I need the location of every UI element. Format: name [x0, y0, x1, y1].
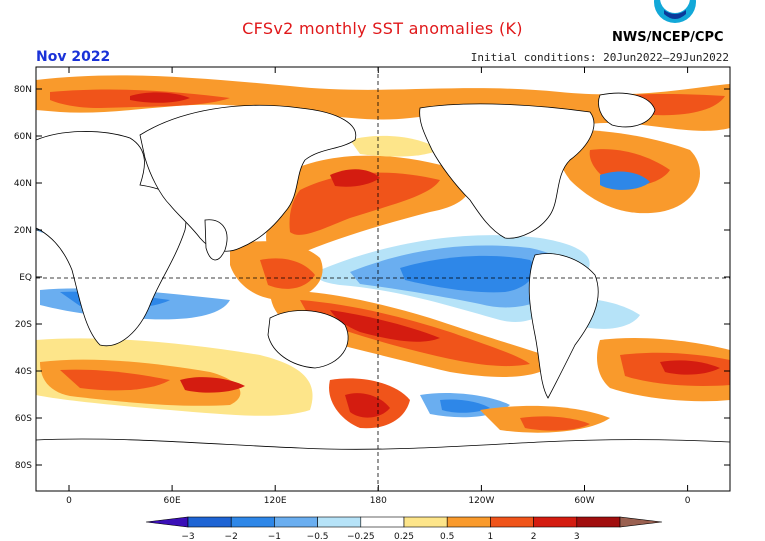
- lat-label-5: 20S: [15, 320, 32, 330]
- lat-label-6: 40S: [15, 367, 32, 377]
- colorbar-tick-3: −0.5: [307, 532, 329, 541]
- colorbar-swatch-2: [230, 516, 275, 528]
- coastlines: [36, 92, 730, 491]
- lat-label-2: 40N: [14, 179, 32, 189]
- lon-label-1: 60E: [164, 496, 181, 506]
- colorbar-min-arrow: [145, 516, 189, 528]
- colorbar: −3 −2 −1 −0.5 −0.25 0.25 0.5 1 2 3: [145, 516, 663, 541]
- colorbar-swatch-8: [490, 516, 534, 528]
- lat-label-1: 60N: [14, 132, 32, 142]
- lon-label-2: 120E: [264, 496, 287, 506]
- colorbar-swatch-4: [317, 516, 362, 528]
- lat-label-8: 80S: [15, 461, 32, 471]
- map-frame: [35, 66, 731, 492]
- lon-label-5: 60W: [574, 496, 594, 506]
- noaa-logo-icon: [654, 0, 696, 23]
- lat-label-3: 20N: [14, 226, 32, 236]
- colorbar-tick-9: 3: [574, 532, 580, 541]
- agency-label: NWS/NCEP/CPC: [612, 30, 724, 45]
- colorbar-tick-5: 0.25: [394, 532, 414, 541]
- initial-conditions: Initial conditions: 20Jun2022–29Jun2022: [470, 51, 729, 64]
- colorbar-tick-6: 0.5: [440, 532, 454, 541]
- anomaly-field: [36, 67, 730, 491]
- colorbar-swatch-6: [403, 516, 448, 528]
- colorbar-swatch-5: [360, 516, 405, 528]
- lat-label-0: 80N: [14, 85, 32, 95]
- colorbar-swatch-1: [187, 516, 232, 528]
- colorbar-swatch-3: [274, 516, 318, 528]
- colorbar-tick-4: −0.25: [347, 532, 375, 541]
- chart-title: CFSv2 monthly SST anomalies (K): [242, 19, 523, 38]
- colorbar-swatch-7: [446, 516, 491, 528]
- colorbar-swatch-10: [576, 516, 621, 528]
- longitude-labels: 0 60E 120E 180 120W 60W 0: [66, 67, 691, 506]
- forecast-month: Nov 2022: [36, 49, 111, 65]
- latitude-labels: 80N 60N 40N 20N EQ 20S 40S 60S 80S: [14, 85, 730, 471]
- colorbar-max-arrow: [619, 516, 663, 528]
- colorbar-tick-2: −1: [268, 532, 281, 541]
- lat-label-7: 60S: [15, 414, 32, 424]
- colorbar-tick-8: 2: [531, 532, 537, 541]
- colorbar-tick-0: −3: [181, 532, 194, 541]
- lon-label-3: 180: [370, 496, 387, 506]
- colorbar-tick-1: −2: [225, 532, 238, 541]
- colorbar-swatch-9: [533, 516, 578, 528]
- lon-label-6: 0: [685, 496, 691, 506]
- colorbar-tick-7: 1: [488, 532, 494, 541]
- lat-label-4: EQ: [19, 273, 32, 283]
- lon-label-0: 0: [66, 496, 72, 506]
- lon-label-4: 120W: [468, 496, 494, 506]
